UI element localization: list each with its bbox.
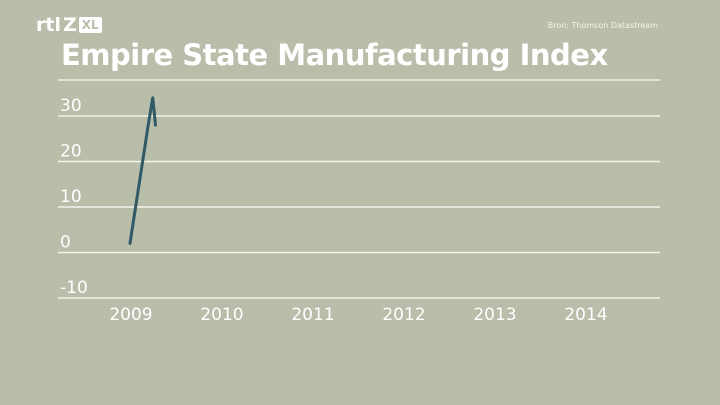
y-tick-label: 20 <box>60 142 82 162</box>
grid-lines <box>58 79 660 299</box>
x-tick-label: 2011 <box>291 305 334 325</box>
y-tick-label: -10 <box>60 278 88 298</box>
series-line <box>128 96 157 245</box>
rtlz-logo: rtl Z XL <box>36 14 102 36</box>
x-tick-label: 2010 <box>200 305 243 325</box>
logo-mark: Z <box>62 14 77 36</box>
x-tick-label: 2014 <box>564 305 607 325</box>
series-lines <box>128 96 157 245</box>
y-tick-label: 0 <box>60 233 71 253</box>
x-tick-label: 2009 <box>109 305 152 325</box>
y-axis-ticks: 30 20 10 0 -10 <box>60 96 88 298</box>
x-tick-label: 2013 <box>473 305 516 325</box>
y-tick-label: 30 <box>60 96 82 116</box>
chart-title: Empire State Manufacturing Index <box>61 38 608 72</box>
y-tick-label: 10 <box>60 187 82 207</box>
source-note: Bron: Thomson Datastream <box>547 21 658 30</box>
x-axis-ticks: 2009 2010 2011 2012 2013 2014 <box>109 305 607 325</box>
logo-sub: XL <box>78 17 102 33</box>
x-tick-label: 2012 <box>382 305 425 325</box>
logo-brand: rtl <box>36 14 61 36</box>
